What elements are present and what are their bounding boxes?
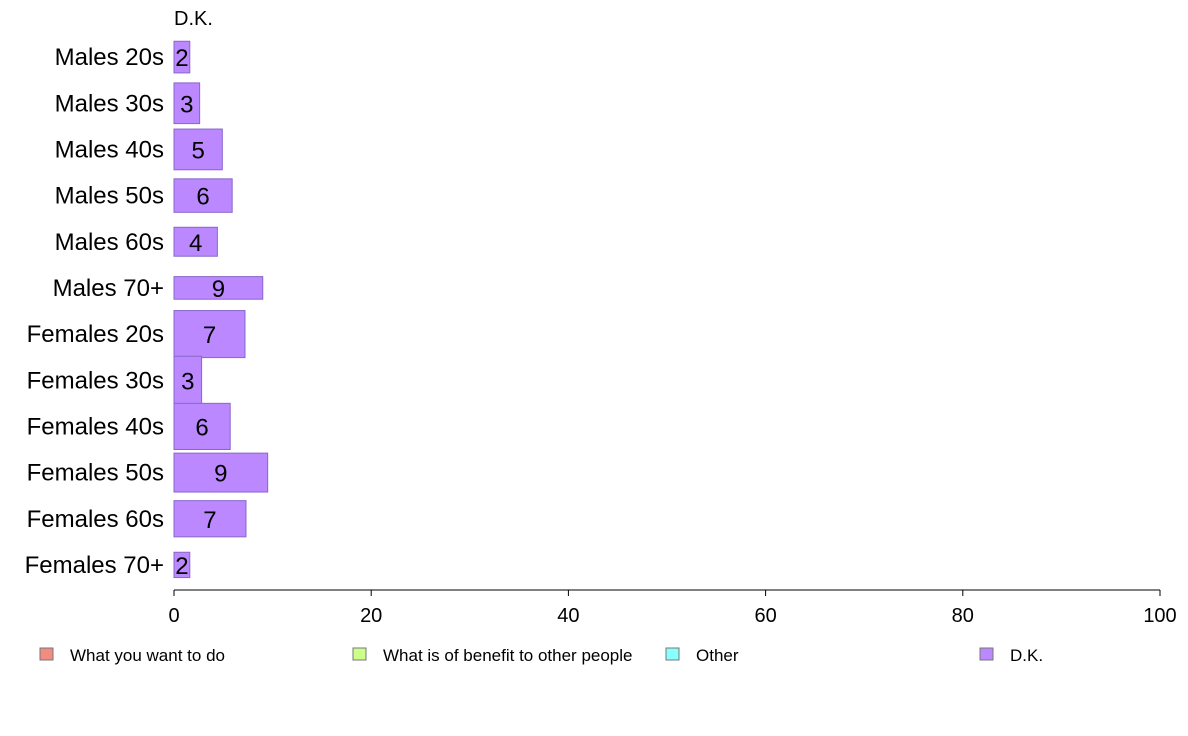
legend-swatch bbox=[39, 647, 54, 661]
panel-title: D.K. bbox=[174, 8, 213, 30]
bar-value-label: 7 bbox=[203, 507, 216, 534]
category-label: Males 30s bbox=[55, 90, 164, 117]
x-tick-label: 80 bbox=[952, 605, 974, 627]
x-tick-label: 100 bbox=[1143, 605, 1176, 627]
bar-value-label: 7 bbox=[203, 322, 216, 349]
category-label: Females 20s bbox=[27, 321, 164, 348]
category-label: Females 60s bbox=[27, 506, 164, 533]
bar bbox=[173, 452, 269, 493]
bar bbox=[173, 40, 191, 74]
category-label: Females 70+ bbox=[25, 552, 164, 579]
legend-label: What is of benefit to other people bbox=[383, 646, 633, 665]
category-label: Males 40s bbox=[55, 136, 164, 163]
category-label: Males 60s bbox=[55, 229, 164, 256]
category-labels: Males 20s Males 30s Males 40s Males 50s Male… bbox=[25, 44, 164, 579]
bar bbox=[173, 276, 264, 300]
bar-value-label: 2 bbox=[175, 45, 188, 72]
category-label: Males 20s bbox=[55, 44, 164, 71]
bar-value-label: 9 bbox=[214, 461, 227, 488]
bar-value-label: 4 bbox=[189, 230, 202, 257]
x-tick-label: 20 bbox=[360, 605, 382, 627]
bar-value-label: 3 bbox=[180, 91, 193, 118]
category-label: Females 40s bbox=[27, 413, 164, 440]
bar bbox=[173, 500, 247, 538]
legend-label: Other bbox=[696, 646, 739, 665]
category-label: Males 70+ bbox=[53, 275, 164, 302]
legend-label: What you want to do bbox=[70, 646, 225, 665]
legend-swatch bbox=[352, 647, 367, 661]
bar bbox=[173, 178, 233, 213]
legend: What you want to do What is of benefit to… bbox=[39, 646, 1043, 665]
bar-value-label: 5 bbox=[191, 137, 204, 164]
bar bbox=[173, 82, 201, 125]
bar bbox=[173, 551, 191, 579]
legend-label: D.K. bbox=[1010, 646, 1043, 665]
x-tick-label: 40 bbox=[557, 605, 579, 627]
bar-value-label: 6 bbox=[195, 414, 208, 441]
category-label: Females 30s bbox=[27, 367, 164, 394]
bar-value-label: 9 bbox=[212, 276, 225, 303]
bar bbox=[173, 128, 223, 171]
bar bbox=[173, 226, 218, 257]
category-label: Males 50s bbox=[55, 183, 164, 210]
bars bbox=[173, 40, 269, 579]
x-tick-label: 60 bbox=[754, 605, 776, 627]
bar-value-label: 3 bbox=[181, 368, 194, 395]
category-label: Females 50s bbox=[27, 460, 164, 487]
bar bbox=[173, 355, 203, 405]
x-axis: 0 20 40 60 80 100 bbox=[168, 589, 1177, 627]
legend-swatch bbox=[665, 647, 680, 661]
bar-value-label: 2 bbox=[175, 553, 188, 580]
bar bbox=[173, 402, 231, 450]
bar bbox=[173, 310, 246, 359]
bar-value-label: 6 bbox=[196, 184, 209, 211]
legend-swatch bbox=[979, 647, 994, 661]
x-tick-label: 0 bbox=[168, 605, 179, 627]
